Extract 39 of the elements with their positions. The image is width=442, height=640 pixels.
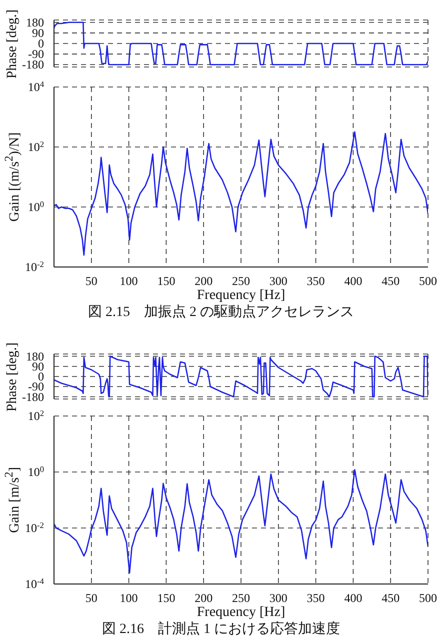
x-tick-label: 350 — [306, 274, 325, 288]
line-series — [54, 356, 428, 398]
x-tick-label: 400 — [344, 591, 362, 605]
x-tick-label: 150 — [157, 591, 176, 605]
x-tick-label: 450 — [382, 274, 400, 288]
y-tick-label: 10$^{0}$ — [28, 200, 44, 214]
x-tick-label: 400 — [344, 274, 362, 288]
x-tick-label: 150 — [157, 274, 176, 288]
x-tick-label: 200 — [194, 591, 213, 605]
y-tick-label: 10$^{4}$ — [28, 80, 45, 94]
line-series — [54, 131, 428, 256]
x-tick-label: 200 — [194, 274, 213, 288]
x-axis-title: Frequency [Hz] — [196, 288, 286, 304]
x-tick-label: 500 — [419, 274, 437, 288]
x-tick-label: 500 — [419, 591, 437, 605]
y-axis-title: Phase [deg.] — [5, 342, 21, 412]
caption: 図 2.15 加振点 2 の駆動点アクセレランス — [87, 304, 355, 321]
y-tick-label: 10$^{0}$ — [28, 464, 44, 479]
y-axis-title: Phase [deg.] — [5, 8, 21, 78]
x-tick-label: 300 — [269, 274, 288, 288]
line-series — [54, 469, 428, 574]
x-tick-label: 250 — [232, 274, 250, 288]
y-tick-label: 180 — [26, 349, 44, 364]
y-tick-label: 10$^{-4}$ — [25, 576, 45, 591]
x-tick-label: 450 — [382, 591, 400, 605]
x-tick-label: 100 — [120, 274, 138, 288]
x-tick-label: 50 — [85, 591, 98, 605]
caption: 図 2.16 計測点 1 における応答加速度 — [101, 621, 341, 638]
x-tick-label: 300 — [269, 591, 288, 605]
y-tick-label: 10$^{-2}$ — [25, 520, 44, 535]
line-series — [54, 22, 428, 66]
x-axis-title: Frequency [Hz] — [196, 605, 286, 621]
x-tick-label: 250 — [232, 591, 250, 605]
x-tick-label: 50 — [85, 274, 98, 288]
x-tick-label: 100 — [120, 591, 138, 605]
y-tick-label: 10$^{-2}$ — [25, 260, 44, 274]
y-tick-label: 10$^{2}$ — [28, 408, 44, 423]
y-tick-label: 10$^{2}$ — [28, 140, 44, 154]
x-tick-label: 350 — [306, 591, 325, 605]
